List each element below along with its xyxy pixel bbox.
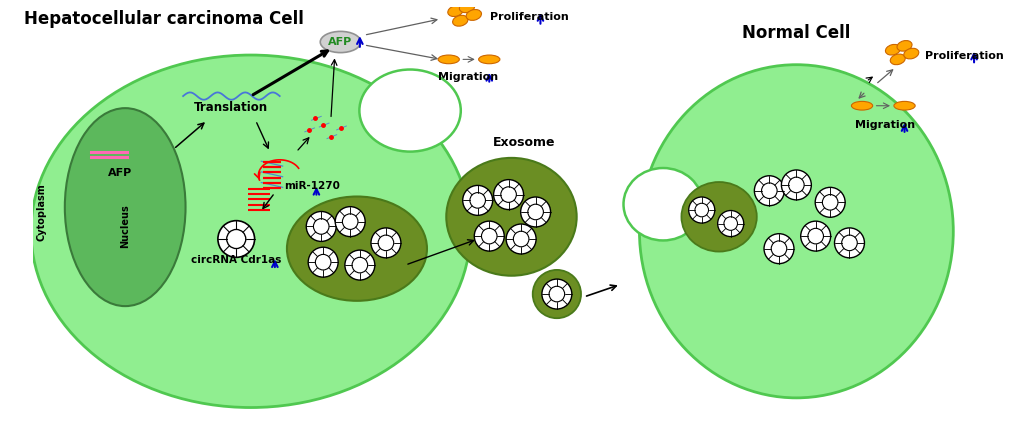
Text: Exosome: Exosome xyxy=(492,136,554,149)
Circle shape xyxy=(342,214,358,230)
Circle shape xyxy=(344,250,374,280)
Circle shape xyxy=(763,234,793,264)
Circle shape xyxy=(463,185,492,215)
Circle shape xyxy=(481,228,496,244)
Ellipse shape xyxy=(681,182,756,252)
Ellipse shape xyxy=(65,108,185,306)
Ellipse shape xyxy=(359,70,461,151)
Text: circRNA Cdr1as: circRNA Cdr1as xyxy=(191,255,281,265)
Circle shape xyxy=(527,204,543,220)
Ellipse shape xyxy=(884,44,900,55)
Circle shape xyxy=(335,207,365,237)
Ellipse shape xyxy=(639,65,953,398)
Circle shape xyxy=(513,231,529,247)
Circle shape xyxy=(821,195,838,210)
Ellipse shape xyxy=(851,101,872,110)
Ellipse shape xyxy=(478,55,499,64)
Circle shape xyxy=(493,180,523,210)
Circle shape xyxy=(520,197,550,227)
Circle shape xyxy=(834,228,864,258)
Circle shape xyxy=(694,203,708,217)
Text: Migration: Migration xyxy=(437,72,497,82)
Circle shape xyxy=(788,177,803,193)
Circle shape xyxy=(781,170,810,200)
Circle shape xyxy=(218,221,255,257)
Ellipse shape xyxy=(893,101,914,110)
Circle shape xyxy=(500,187,516,203)
Circle shape xyxy=(315,254,330,270)
Circle shape xyxy=(505,224,536,254)
Circle shape xyxy=(841,235,856,251)
Ellipse shape xyxy=(320,31,361,53)
Circle shape xyxy=(378,235,393,251)
Text: Cytoplasm: Cytoplasm xyxy=(36,183,46,241)
Ellipse shape xyxy=(896,41,911,51)
Ellipse shape xyxy=(452,15,468,26)
Circle shape xyxy=(306,211,336,241)
Circle shape xyxy=(541,279,572,309)
Ellipse shape xyxy=(459,2,474,13)
Circle shape xyxy=(371,228,400,258)
Text: Translation: Translation xyxy=(195,101,268,114)
Circle shape xyxy=(352,257,367,273)
Ellipse shape xyxy=(623,168,702,241)
Circle shape xyxy=(470,192,485,208)
Text: AFP: AFP xyxy=(108,168,132,179)
Text: miR-1270: miR-1270 xyxy=(284,181,340,191)
Circle shape xyxy=(532,270,581,318)
Circle shape xyxy=(308,247,337,277)
Circle shape xyxy=(761,183,776,198)
Circle shape xyxy=(474,221,503,251)
Ellipse shape xyxy=(31,55,470,408)
Circle shape xyxy=(770,241,786,257)
Text: Migration: Migration xyxy=(854,120,914,130)
Text: Normal Cell: Normal Cell xyxy=(742,24,850,42)
Ellipse shape xyxy=(286,197,427,301)
Text: Nucleus: Nucleus xyxy=(120,205,130,248)
Ellipse shape xyxy=(903,48,918,59)
Circle shape xyxy=(688,197,714,223)
Circle shape xyxy=(717,211,743,237)
Text: AFP: AFP xyxy=(328,37,353,47)
Circle shape xyxy=(800,221,829,251)
Circle shape xyxy=(814,187,845,217)
Text: Hepatocellular carcinoma Cell: Hepatocellular carcinoma Cell xyxy=(23,10,304,28)
Text: Proliferation: Proliferation xyxy=(924,51,1003,60)
Ellipse shape xyxy=(890,54,905,65)
Circle shape xyxy=(723,217,737,230)
Ellipse shape xyxy=(446,158,576,276)
Circle shape xyxy=(313,219,329,234)
Circle shape xyxy=(226,230,246,249)
Circle shape xyxy=(754,176,784,206)
Ellipse shape xyxy=(437,55,459,64)
Text: Proliferation: Proliferation xyxy=(490,12,569,22)
Circle shape xyxy=(807,228,822,244)
Ellipse shape xyxy=(466,10,481,20)
Circle shape xyxy=(548,286,565,302)
Ellipse shape xyxy=(447,5,463,16)
